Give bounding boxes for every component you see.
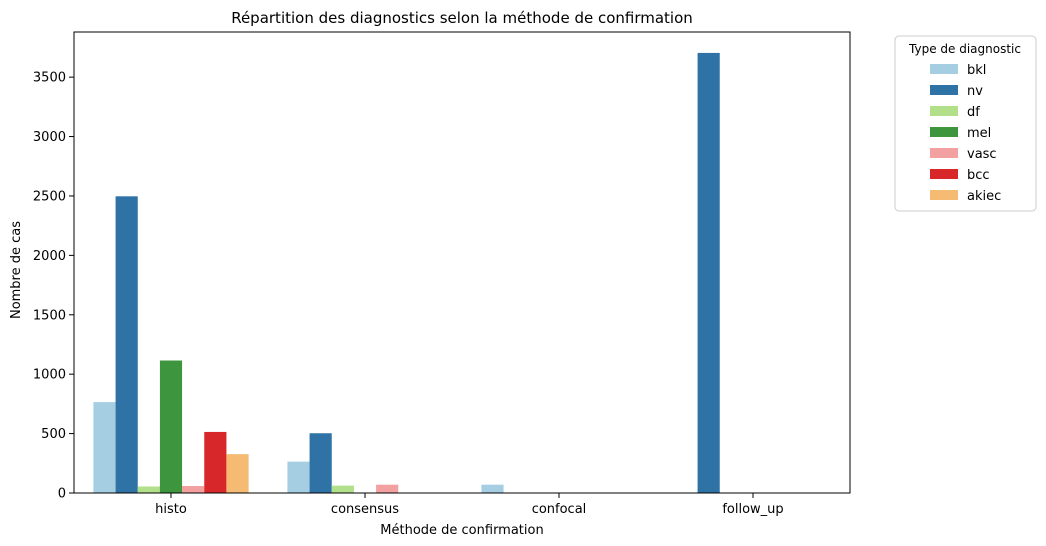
- legend-title: Type de diagnostic: [908, 42, 1021, 56]
- bar-bkl-confocal: [481, 484, 504, 493]
- plot-frame: [73, 31, 851, 494]
- x-tick-label: consensus: [331, 502, 399, 517]
- legend-swatch-mel: [930, 127, 958, 137]
- legend-label-df: df: [967, 105, 980, 120]
- bar-df-consensus: [331, 485, 354, 493]
- y-tick-label: 0: [58, 487, 66, 502]
- legend-swatch-nv: [930, 85, 958, 95]
- bar-mel-histo: [159, 360, 183, 493]
- bar-nv-follow_up: [697, 52, 720, 493]
- bar-bkl-consensus: [287, 461, 310, 493]
- bar-df-histo: [137, 486, 160, 493]
- bar-nv-histo: [115, 196, 138, 493]
- legend-label-nv: nv: [967, 84, 983, 99]
- y-tick-label: 2500: [33, 189, 66, 204]
- bars-group: [93, 52, 720, 493]
- y-tick-label: 1500: [33, 308, 66, 323]
- y-axis-label: Nombre de cas: [9, 221, 24, 319]
- bar-akiec-histo: [226, 454, 249, 493]
- legend-items: bkl nv df mel vasc bcc akiec: [930, 63, 1001, 204]
- bar-bcc-histo: [204, 431, 227, 493]
- bar-bkl-histo: [93, 402, 116, 493]
- bar-nv-consensus: [309, 433, 332, 493]
- legend-label-bcc: bcc: [967, 168, 990, 183]
- legend-swatch-vasc: [930, 148, 958, 158]
- bar-vasc-consensus: [376, 484, 399, 493]
- x-tick-label: histo: [155, 502, 187, 517]
- y-tick-label: 1000: [33, 368, 66, 383]
- legend-swatch-bkl: [930, 64, 958, 74]
- legend-swatch-bcc: [930, 169, 958, 179]
- x-axis-label: Méthode de confirmation: [380, 523, 543, 538]
- y-axis: 0 500 1000 1500 2000 2500 3000 3500: [33, 71, 74, 502]
- chart-title: Répartition des diagnostics selon la mét…: [231, 9, 693, 27]
- y-tick-label: 3000: [33, 130, 66, 145]
- y-tick-label: 3500: [33, 71, 66, 86]
- x-tick-label: confocal: [532, 502, 587, 517]
- legend-label-bkl: bkl: [967, 63, 986, 78]
- legend: Type de diagnostic bkl nv df mel vasc bcc akie…: [894, 35, 1037, 212]
- y-tick-label: 500: [41, 427, 66, 442]
- y-tick-label: 2000: [33, 249, 66, 264]
- x-axis: histo consensus confocal follow_up: [155, 493, 784, 517]
- legend-swatch-df: [930, 106, 958, 116]
- legend-label-akiec: akiec: [967, 189, 1001, 204]
- legend-swatch-akiec: [930, 190, 958, 200]
- legend-label-vasc: vasc: [967, 147, 997, 162]
- bar-vasc-histo: [182, 485, 205, 493]
- legend-label-mel: mel: [967, 126, 991, 141]
- x-tick-label: follow_up: [722, 502, 783, 517]
- legend-frame: [894, 35, 1037, 212]
